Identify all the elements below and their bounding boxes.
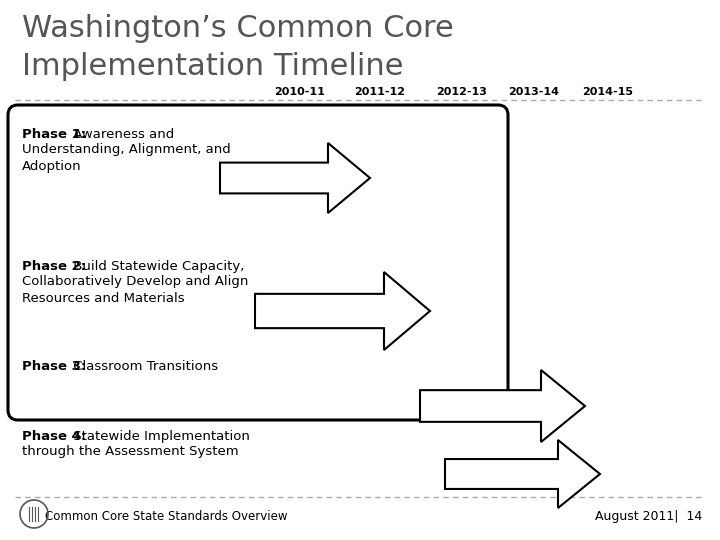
Text: Build Statewide Capacity,: Build Statewide Capacity,	[69, 260, 245, 273]
Text: 2011-12: 2011-12	[354, 87, 405, 97]
Text: 2014-15: 2014-15	[582, 87, 634, 97]
Text: Common Core State Standards Overview: Common Core State Standards Overview	[45, 510, 287, 523]
Polygon shape	[220, 143, 370, 213]
Text: 2010-11: 2010-11	[274, 87, 325, 97]
Polygon shape	[420, 370, 585, 442]
Text: Classroom Transitions: Classroom Transitions	[69, 360, 218, 373]
Text: Phase 1:: Phase 1:	[22, 128, 86, 141]
Text: through the Assessment System: through the Assessment System	[22, 445, 238, 458]
Text: August 2011|  14: August 2011| 14	[595, 510, 702, 523]
Text: Collaboratively Develop and Align
Resources and Materials: Collaboratively Develop and Align Resour…	[22, 275, 248, 305]
Text: Phase 2:: Phase 2:	[22, 260, 86, 273]
Text: 2012-13: 2012-13	[436, 87, 487, 97]
Text: Understanding, Alignment, and
Adoption: Understanding, Alignment, and Adoption	[22, 143, 230, 173]
Text: Phase 3:: Phase 3:	[22, 360, 86, 373]
FancyBboxPatch shape	[8, 105, 508, 420]
Text: Phase 4:: Phase 4:	[22, 430, 86, 443]
Polygon shape	[255, 272, 430, 350]
Text: Washington’s Common Core: Washington’s Common Core	[22, 14, 454, 43]
Text: Statewide Implementation: Statewide Implementation	[69, 430, 250, 443]
Text: Implementation Timeline: Implementation Timeline	[22, 52, 403, 81]
Text: 2013-14: 2013-14	[508, 87, 559, 97]
Polygon shape	[445, 440, 600, 508]
Text: Awareness and: Awareness and	[69, 128, 174, 141]
